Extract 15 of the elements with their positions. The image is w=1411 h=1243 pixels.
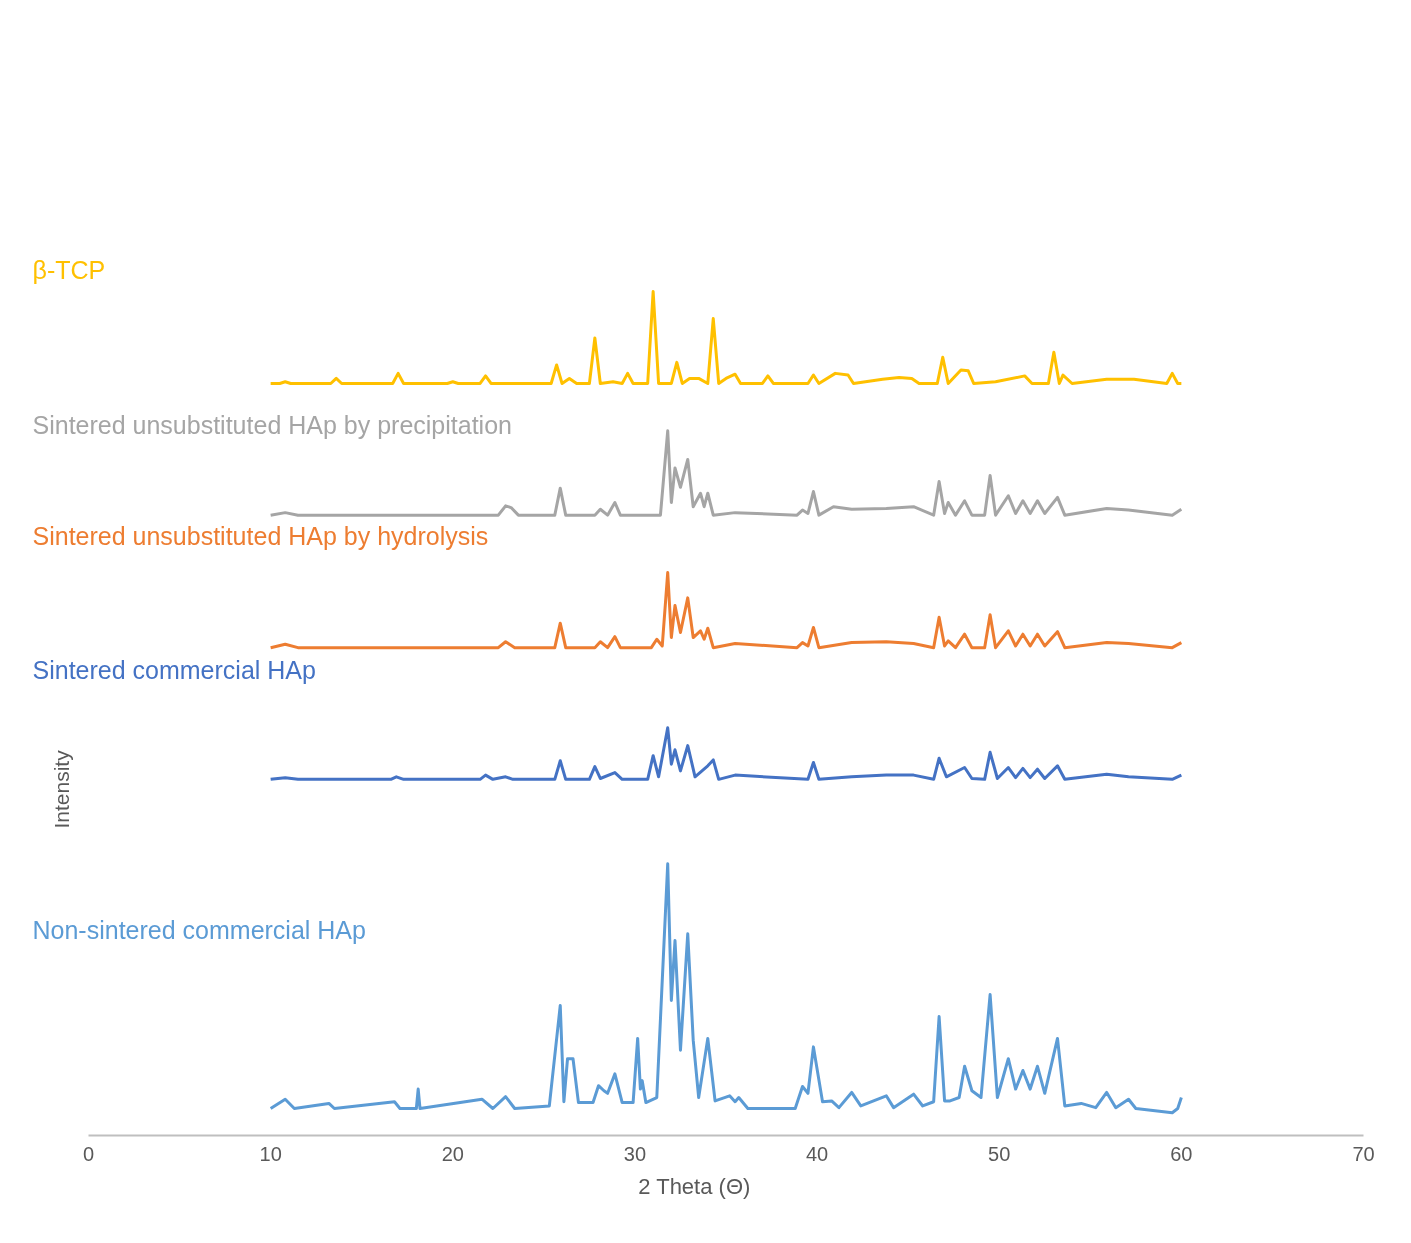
x-tick-label: 20 bbox=[441, 1142, 464, 1165]
x-tick-label: 40 bbox=[805, 1142, 829, 1165]
x-tick-label: 0 bbox=[82, 1142, 95, 1165]
x-tick-label: 60 bbox=[1170, 1142, 1193, 1165]
x-tick-label: 30 bbox=[623, 1142, 647, 1165]
x-tick-label: 10 bbox=[259, 1142, 282, 1165]
x-tick-label: 70 bbox=[1352, 1142, 1375, 1165]
text: β-TCP bbox=[32, 256, 106, 285]
text: Sintered unsubstituted HAp by hydrolysis bbox=[32, 521, 489, 550]
x-axis-title: 2 Theta (Θ) bbox=[638, 1173, 751, 1199]
y-axis-title: Intensity bbox=[49, 749, 73, 829]
text: Sintered unsubstituted HAp by precipitation bbox=[32, 411, 512, 440]
text: Non-sintered commercial HAp bbox=[32, 916, 366, 945]
x-tick-label: 50 bbox=[988, 1142, 1011, 1165]
text: Sintered commercial HAp bbox=[32, 656, 316, 685]
